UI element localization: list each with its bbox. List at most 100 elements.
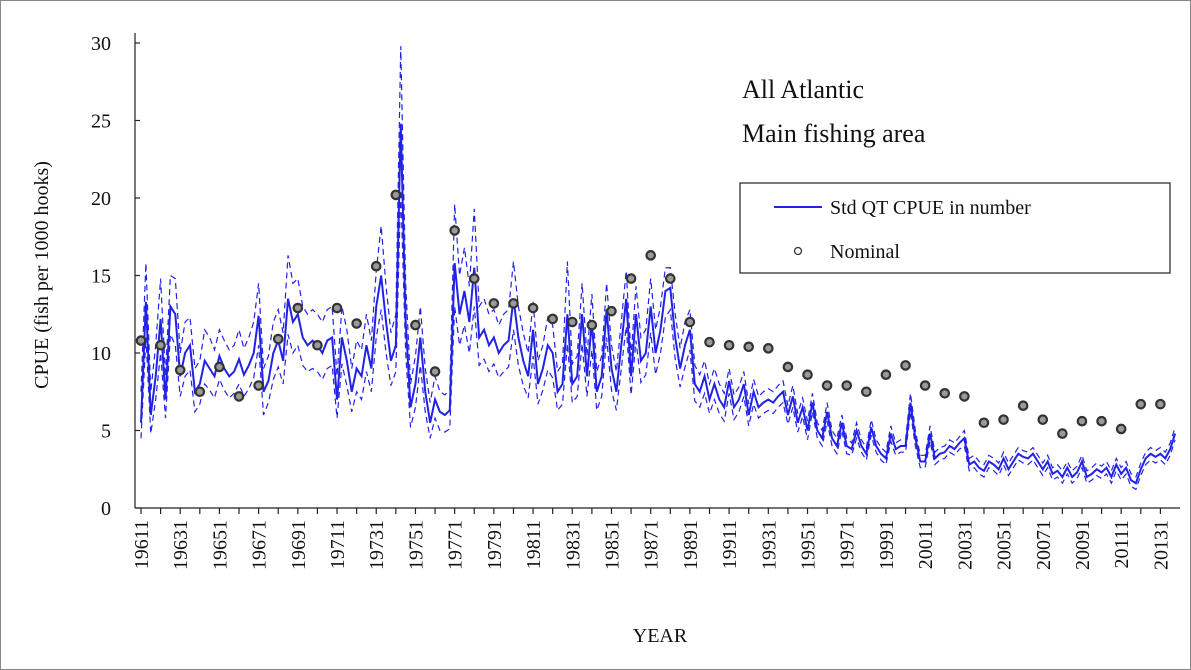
nominal-point (527, 302, 539, 314)
x-tick-label: 19811 (523, 520, 545, 569)
nominal-point (1155, 398, 1166, 410)
nominal-point (292, 302, 304, 314)
nominal-point (704, 336, 715, 348)
x-tick-label: 20031 (954, 520, 976, 570)
nominal-point (233, 391, 245, 402)
nominal-point (547, 313, 558, 325)
nominal-point (253, 380, 264, 391)
nominal-point (468, 273, 480, 284)
y-axis-label: CPUE (fish per 1000 hooks) (31, 161, 53, 389)
nominal-point (645, 250, 656, 261)
x-tick-label: 19951 (798, 520, 820, 570)
nominal-point (390, 189, 402, 201)
nominal-point (370, 260, 382, 272)
nominal-point (919, 380, 931, 391)
nominal-point (331, 302, 343, 314)
nominal-point (449, 225, 460, 236)
nominal-point (684, 316, 696, 328)
nominal-point (743, 341, 755, 353)
nominal-point (998, 414, 1009, 425)
x-tick-label: 19911 (719, 520, 741, 569)
x-tick-label: 20071 (1033, 520, 1055, 570)
nominal-point (841, 380, 853, 391)
nominal-point (586, 319, 598, 331)
nominal-point (1115, 423, 1127, 435)
ci-line (140, 190, 1176, 491)
nominal-point (174, 364, 186, 376)
y-tick-label: 10 (91, 343, 111, 365)
x-tick-label: 19651 (209, 520, 231, 570)
nominal-point (272, 333, 284, 345)
x-tick-label: 19731 (366, 520, 388, 570)
y-tick-label: 5 (101, 421, 111, 443)
legend-label: Nominal (830, 241, 900, 263)
nominal-point (488, 298, 500, 309)
nominal-point (155, 339, 166, 351)
legend-marker (793, 246, 803, 256)
nominal-point (1057, 428, 1068, 439)
x-tick-label: 19931 (758, 520, 780, 570)
x-tick-label: 20011 (915, 520, 937, 569)
nominal-point (939, 387, 951, 399)
plot-area (135, 46, 1177, 491)
nominal-point (135, 335, 147, 346)
x-tick-label: 19631 (170, 520, 192, 570)
y-tick-label: 15 (91, 266, 111, 288)
x-tick-label: 19871 (641, 520, 663, 570)
nominal-point (959, 391, 970, 402)
x-tick-label: 19831 (562, 520, 584, 570)
nominal-point (900, 360, 911, 371)
legend-label: Std QT CPUE in number (830, 197, 1031, 219)
x-tick-label: 19891 (680, 520, 702, 570)
nominal-point (1037, 414, 1049, 425)
x-tick-label: 20051 (994, 520, 1016, 570)
nominal-point (802, 369, 813, 380)
y-tick-label: 0 (101, 498, 111, 520)
nominal-point (861, 386, 872, 398)
x-tick-label: 19791 (484, 520, 506, 570)
nominal-point (821, 380, 833, 391)
y-tick-label: 30 (91, 33, 111, 55)
x-tick-label: 19991 (876, 520, 898, 570)
annotation: Main fishing area (742, 119, 926, 148)
x-tick-label: 19611 (131, 520, 153, 569)
nominal-point (194, 386, 206, 398)
x-tick-label: 20111 (1111, 520, 1133, 569)
nominal-point (566, 316, 578, 328)
nominal-point (410, 319, 421, 331)
x-tick-label: 20131 (1150, 520, 1172, 570)
nominal-point (1017, 400, 1029, 411)
annotation: All Atlantic (742, 75, 864, 104)
nominal-point (351, 318, 362, 329)
nominal-point (214, 361, 225, 373)
nominal-point (429, 366, 441, 377)
x-tick-label: 19851 (601, 520, 623, 570)
x-tick-label: 19771 (445, 520, 467, 570)
nominal-point (880, 369, 892, 380)
x-tick-label: 20091 (1072, 520, 1094, 570)
nominal-point (312, 339, 323, 351)
nominal-point (978, 417, 990, 429)
nominal-point (723, 339, 735, 351)
x-axis-label: YEAR (633, 625, 688, 647)
series-line (140, 123, 1177, 485)
nominal-point (665, 273, 676, 284)
x-tick-label: 19751 (405, 520, 427, 570)
y-tick-label: 25 (91, 111, 111, 133)
x-tick-label: 19711 (327, 520, 349, 569)
x-tick-label: 19671 (249, 520, 271, 570)
x-tick-label: 19691 (288, 520, 310, 570)
nominal-point (1135, 398, 1147, 410)
nominal-point (763, 343, 774, 354)
ci-line (140, 46, 1176, 478)
y-tick-label: 20 (91, 188, 111, 210)
nominal-point (606, 305, 617, 317)
nominal-point (782, 361, 794, 373)
nominal-point (508, 298, 519, 309)
nominal-point (1076, 415, 1088, 427)
nominal-point (1096, 415, 1107, 427)
x-tick-label: 19971 (837, 520, 859, 570)
nominal-point (625, 273, 637, 284)
